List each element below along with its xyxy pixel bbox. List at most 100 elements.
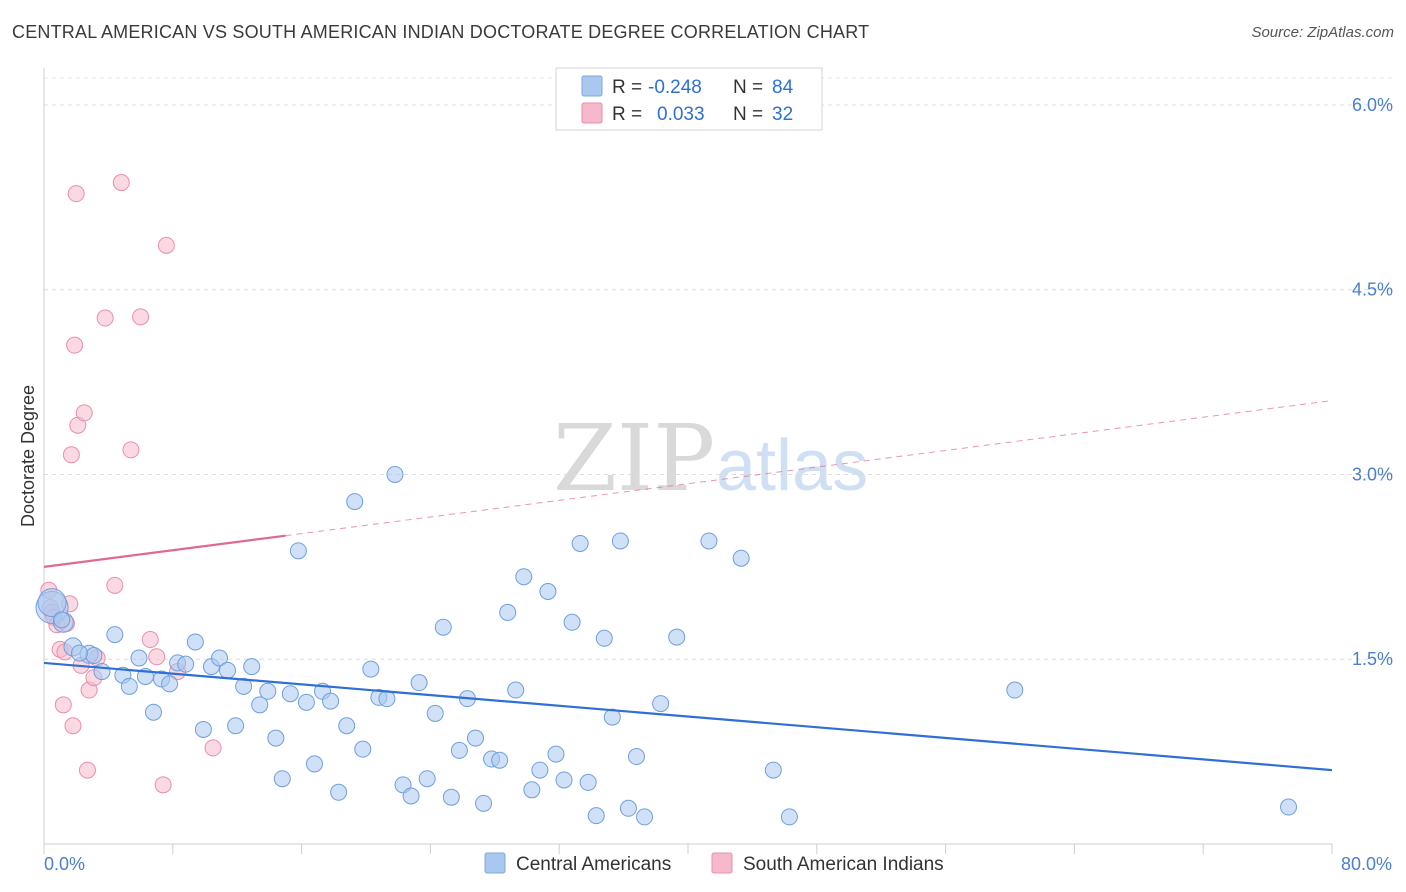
data-point-central-americans (491, 751, 509, 769)
legend-n-value-2: 32 (772, 104, 793, 125)
legend-r-value-2: 0.033 (657, 104, 705, 125)
data-point-central-americans (611, 532, 629, 550)
watermark-atlas: atlas (716, 426, 868, 506)
data-point-central-americans (85, 647, 103, 665)
data-point-central-americans (732, 549, 750, 567)
data-point-south-american-indians (141, 631, 159, 649)
data-point-central-americans (362, 660, 380, 678)
y-tick-labels: 1.5% 3.0% 4.5% 6.0% (1352, 95, 1393, 669)
trendline-central-americans (43, 661, 1333, 772)
data-point-central-americans (186, 633, 204, 651)
data-point-central-americans (210, 649, 228, 667)
data-point-central-americans (235, 677, 253, 695)
legend-r-value-1: -0.248 (648, 77, 702, 98)
data-point-central-americans (547, 745, 565, 763)
legend-swatch-pink (581, 102, 603, 124)
data-point-central-americans (499, 603, 517, 621)
data-point-central-americans (338, 717, 356, 735)
data-point-central-americans (378, 690, 396, 708)
data-point-central-americans (106, 626, 124, 644)
data-point-central-americans (515, 568, 533, 586)
watermark: ZIP atlas (553, 405, 868, 512)
data-point-south-american-indians (106, 576, 124, 594)
data-point-central-americans (426, 704, 444, 722)
gridlines (44, 77, 1395, 660)
data-point-central-americans (563, 613, 581, 631)
data-point-central-americans (267, 729, 285, 747)
data-point-central-americans (219, 661, 237, 679)
data-point-south-american-indians (66, 336, 84, 354)
data-point-central-americans (555, 771, 573, 789)
data-point-south-american-indians (54, 696, 72, 714)
legend-r-label-2: R = (612, 104, 642, 125)
data-point-central-americans (305, 755, 323, 773)
data-point-central-americans (289, 542, 307, 560)
x-ticks (43, 844, 1333, 854)
data-point-central-americans (273, 770, 291, 788)
series-legend: Central Americans South American Indians (484, 852, 944, 875)
data-point-central-americans (227, 717, 245, 735)
data-point-south-american-indians (154, 776, 172, 794)
chart-title: CENTRAL AMERICAN VS SOUTH AMERICAN INDIA… (12, 22, 870, 42)
legend-n-label-2: N = (733, 104, 763, 125)
data-point-south-american-indians (112, 174, 130, 192)
data-point-central-americans (297, 693, 315, 711)
data-point-central-americans (587, 807, 605, 825)
data-point-central-americans (764, 761, 782, 779)
data-point-south-american-indians (132, 308, 150, 326)
y-tick-label: 3.0% (1352, 464, 1393, 484)
data-point-central-americans (1006, 681, 1024, 699)
data-point-central-americans (322, 692, 340, 710)
data-point-central-americans (281, 685, 299, 703)
y-tick-label: 1.5% (1352, 649, 1393, 669)
y-axis-label: Doctorate Degree (18, 385, 38, 527)
watermark-zip: ZIP (553, 405, 715, 512)
data-point-central-americans (668, 628, 686, 646)
data-point-south-american-indians (78, 761, 96, 779)
legend-swatch-south-american-indians (711, 852, 733, 874)
data-point-central-americans (120, 677, 138, 695)
legend-swatch-blue (581, 75, 603, 97)
data-point-central-americans (418, 770, 436, 788)
data-point-central-americans (346, 493, 364, 511)
legend-swatch-central-americans (484, 852, 506, 874)
data-point-central-americans (700, 532, 718, 550)
data-point-central-americans (636, 808, 654, 826)
data-point-central-americans (780, 808, 798, 826)
legend-n-value-1: 84 (772, 77, 794, 98)
data-point-central-americans (475, 794, 493, 812)
data-point-central-americans (434, 618, 452, 636)
data-point-central-americans (330, 783, 348, 801)
data-point-central-americans (251, 696, 269, 714)
data-point-central-americans (450, 741, 468, 759)
data-point-central-americans (595, 629, 613, 647)
data-point-central-americans (386, 465, 404, 483)
data-point-south-american-indians (67, 185, 85, 203)
data-point-central-americans (442, 788, 460, 806)
data-point-south-american-indians (148, 648, 166, 666)
data-point-central-americans (507, 681, 525, 699)
data-point-south-american-indians (122, 441, 140, 459)
data-point-central-americans (70, 644, 88, 662)
data-point-central-americans (53, 611, 71, 629)
data-point-central-americans (259, 682, 277, 700)
y-tick-label: 4.5% (1352, 280, 1393, 300)
data-point-central-americans (579, 773, 597, 791)
data-point-central-americans (531, 761, 549, 779)
data-point-central-americans (466, 729, 484, 747)
data-point-south-american-indians (62, 446, 80, 464)
data-point-central-americans (93, 663, 111, 681)
data-point-central-americans (571, 534, 589, 552)
data-point-central-americans (402, 787, 420, 805)
legend-label-central-americans: Central Americans (516, 854, 671, 875)
data-point-south-american-indians (64, 717, 82, 735)
data-point-central-americans (37, 588, 67, 618)
data-point-south-american-indians (157, 236, 175, 254)
data-point-central-americans (619, 799, 637, 817)
data-point-central-americans (410, 674, 428, 692)
legend-label-south-american-indians: South American Indians (743, 854, 944, 875)
stats-legend: R = -0.248 N = 84 R = 0.033 N = 32 (555, 67, 823, 131)
legend-n-label-1: N = (733, 77, 763, 98)
data-point-central-americans (130, 649, 148, 667)
